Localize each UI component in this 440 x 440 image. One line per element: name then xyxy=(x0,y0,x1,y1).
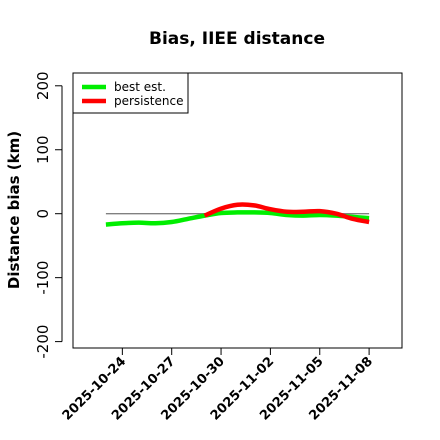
series-line-best-est xyxy=(105,210,370,227)
y-tick-label: 200 xyxy=(34,71,52,100)
y-tick-label: -100 xyxy=(34,261,52,295)
plot-area xyxy=(105,202,370,227)
y-tick-label: 100 xyxy=(34,135,52,164)
legend-label-best-est: best est. xyxy=(114,80,166,94)
legend-label-persistence: persistence xyxy=(114,94,183,108)
y-tick-label: -200 xyxy=(34,325,52,359)
y-tick-label: 0 xyxy=(34,209,52,219)
legend: best est.persistence xyxy=(72,72,189,114)
y-axis-label: Distance bias (km) xyxy=(5,131,23,289)
y-axis: -200 -100 0 100 200 xyxy=(34,71,63,359)
series-line-persistence xyxy=(203,202,370,225)
chart-title: Bias, IIEE distance xyxy=(149,29,325,49)
x-axis: 2025-10-242025-10-272025-10-302025-11-02… xyxy=(60,347,376,424)
legend-box xyxy=(72,72,189,114)
